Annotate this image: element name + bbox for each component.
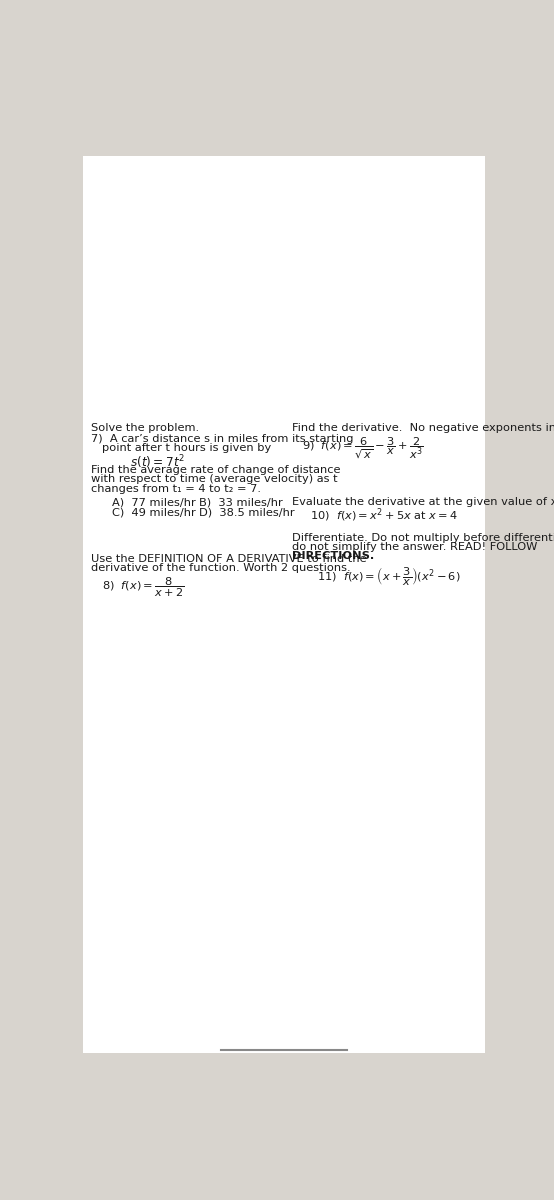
Text: do not simplify the answer. READ! FOLLOW: do not simplify the answer. READ! FOLLOW (293, 542, 538, 552)
Text: 11)  $f(x) = \left(x + \dfrac{3}{x}\right)(x^2 - 6)$: 11) $f(x) = \left(x + \dfrac{3}{x}\right… (317, 565, 461, 587)
Text: changes from t₁ = 4 to t₂ = 7.: changes from t₁ = 4 to t₂ = 7. (91, 484, 261, 493)
Text: DIRECTIONS.: DIRECTIONS. (293, 551, 375, 562)
Text: derivative of the function. Worth 2 questions.: derivative of the function. Worth 2 ques… (91, 563, 351, 572)
Text: B)  33 miles/hr: B) 33 miles/hr (199, 498, 283, 508)
Text: A)  77 miles/hr: A) 77 miles/hr (112, 498, 196, 508)
Text: 8)  $f(x) = \dfrac{8}{x + 2}$: 8) $f(x) = \dfrac{8}{x + 2}$ (102, 575, 184, 599)
Text: 10)  $f(x) = x^2 + 5x$ at $x = 4$: 10) $f(x) = x^2 + 5x$ at $x = 4$ (310, 506, 458, 524)
Text: Solve the problem.: Solve the problem. (91, 422, 199, 433)
Text: C)  49 miles/hr: C) 49 miles/hr (112, 508, 196, 517)
Text: Differentiate. Do not multiply before differentiating and: Differentiate. Do not multiply before di… (293, 533, 554, 542)
FancyBboxPatch shape (83, 156, 485, 1052)
Text: with respect to time (average velocity) as t: with respect to time (average velocity) … (91, 474, 337, 485)
Text: $s(t) = 7t^2$: $s(t) = 7t^2$ (130, 454, 185, 472)
Text: Find the average rate of change of distance: Find the average rate of change of dista… (91, 466, 341, 475)
Text: Evaluate the derivative at the given value of x.: Evaluate the derivative at the given val… (293, 497, 554, 506)
Text: point after t hours is given by: point after t hours is given by (102, 443, 271, 452)
Text: D)  38.5 miles/hr: D) 38.5 miles/hr (199, 508, 295, 517)
Text: 7)  A car’s distance s in miles from its starting: 7) A car’s distance s in miles from its … (91, 433, 353, 444)
Text: Use the DEFINITION OF A DERIVATIVE to find the: Use the DEFINITION OF A DERIVATIVE to fi… (91, 553, 367, 564)
Text: Find the derivative.  No negative exponents in answers.: Find the derivative. No negative exponen… (293, 422, 554, 433)
Text: 9)  $f(x) = \dfrac{6}{\sqrt{x}} - \dfrac{3}{x} + \dfrac{2}{x^3}$: 9) $f(x) = \dfrac{6}{\sqrt{x}} - \dfrac{… (302, 436, 424, 460)
